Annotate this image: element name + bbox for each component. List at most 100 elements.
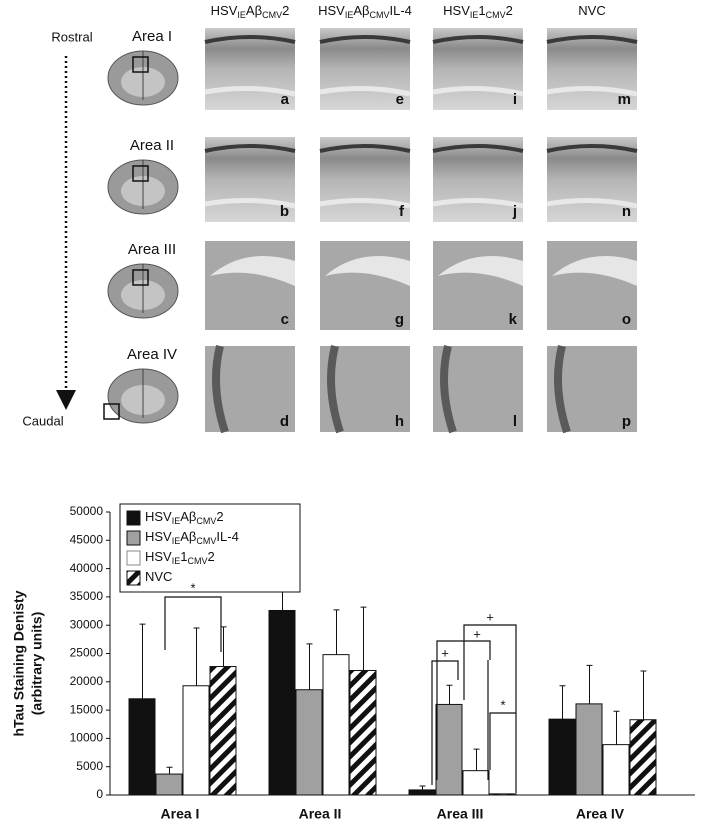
area-label: Area II	[130, 137, 174, 154]
error-bar	[139, 623, 146, 699]
significance-bracket	[489, 712, 516, 770]
significance-label: *	[190, 580, 195, 595]
text-part: IL-4	[216, 529, 238, 544]
micrograph	[205, 28, 295, 110]
x-tick-label: Area IV	[576, 806, 625, 822]
tissue-layer	[554, 345, 571, 434]
bar	[408, 789, 436, 796]
micrograph	[433, 137, 523, 222]
subscript: IE	[345, 10, 354, 20]
tissue-layer	[327, 345, 344, 434]
bar	[128, 698, 156, 796]
text-part: HSV	[211, 3, 238, 18]
error-bar	[446, 684, 453, 705]
micrograph	[547, 241, 637, 330]
y-tick-label: 50000	[70, 504, 104, 518]
error-bar	[473, 748, 480, 771]
x-tick-label: Area III	[437, 806, 484, 822]
bar	[435, 703, 463, 796]
tissue-layer	[440, 345, 457, 434]
tissue-layer	[432, 197, 524, 209]
caudal-label: Caudal	[22, 413, 63, 428]
label: NVC	[578, 3, 605, 18]
text-part: Aβ	[180, 509, 196, 524]
text-part: 2	[216, 509, 223, 524]
subscript: CMV	[486, 10, 506, 20]
tissue-layer	[438, 256, 523, 286]
bar	[182, 685, 210, 796]
bar	[489, 793, 517, 796]
text-part: HSV	[145, 549, 172, 564]
text-part: Aβ	[180, 529, 196, 544]
micrograph	[320, 28, 410, 110]
subscript: CMV	[370, 10, 390, 20]
bar	[268, 609, 296, 796]
bar	[349, 669, 377, 796]
significance-label: +	[486, 609, 494, 624]
micrograph	[320, 137, 410, 222]
micrograph	[547, 28, 637, 110]
subscript: IE	[172, 536, 181, 546]
y-tick-label: 30000	[70, 617, 104, 631]
tissue-layer	[546, 144, 638, 153]
tissue-layer	[552, 256, 637, 286]
tissue-layer	[546, 197, 638, 209]
tissue-layer	[319, 144, 411, 153]
panel-letter: l	[513, 413, 517, 430]
text-part: HSV	[318, 3, 345, 18]
significance-bracket	[463, 624, 517, 793]
region-box	[132, 269, 149, 286]
bar	[209, 666, 237, 796]
text-part: Aβ	[246, 3, 262, 18]
subscript: CMV	[196, 536, 216, 546]
bar	[548, 718, 576, 796]
error-bar	[640, 670, 647, 720]
significance-label: +	[441, 645, 449, 660]
tissue-layer	[546, 35, 638, 44]
subscript: IE	[237, 10, 246, 20]
label: HSVIEAβCMV2	[145, 509, 224, 526]
panel-letter: d	[280, 413, 289, 430]
image-grid: HSVIEAβCMV2 HSVIEAβCMVIL-4 HSVIE1CMV2 NVCAr…	[103, 3, 638, 434]
label: HSVIEAβCMVIL-4	[318, 3, 412, 20]
label: HSVIE1CMV2	[145, 549, 215, 566]
micrograph	[433, 241, 523, 330]
y-axis-title: (arbitrary units)	[29, 612, 45, 715]
area-label: Area III	[128, 241, 176, 258]
y-tick-label: 25000	[70, 646, 104, 660]
tissue-layer	[432, 85, 524, 97]
x-tick-label: Area II	[299, 806, 342, 822]
y-tick-label: 40000	[70, 561, 104, 575]
region-box	[103, 403, 120, 420]
error-bar	[559, 685, 566, 720]
tissue-layer	[204, 197, 296, 209]
error-bar	[193, 627, 200, 686]
error-bar	[419, 785, 426, 790]
tissue-layer	[204, 144, 296, 153]
bar-chart: 0 5000 10000 15000 20000 25000 30000 35000 40000…	[11, 503, 695, 822]
panel-letter: p	[622, 413, 631, 430]
tissue-layer	[204, 35, 296, 44]
significance-label: +	[473, 626, 481, 641]
y-tick-label: 10000	[70, 731, 104, 745]
significance-bracket	[164, 596, 222, 652]
tissue-layer	[212, 345, 229, 434]
error-bar	[333, 609, 340, 655]
text-part: NVC	[578, 3, 605, 18]
bar	[629, 719, 657, 796]
significance-bracket	[431, 660, 459, 785]
text-part: HSV	[145, 509, 172, 524]
y-tick-label: 5000	[76, 759, 103, 773]
y-tick-label: 15000	[70, 702, 104, 716]
panel-letter: g	[395, 311, 404, 328]
micrograph	[205, 137, 295, 222]
label: HSVIEAβCMV2	[211, 3, 290, 20]
label: HSVIEAβCMVIL-4	[145, 529, 239, 546]
panel-letter: n	[622, 203, 631, 220]
y-tick-label: 35000	[70, 589, 104, 603]
region-box	[132, 56, 149, 73]
text-part: NVC	[145, 569, 172, 584]
micrograph	[433, 28, 523, 110]
error-bar	[586, 664, 593, 704]
y-axis-title: hTau Staining Denisty	[11, 590, 27, 736]
